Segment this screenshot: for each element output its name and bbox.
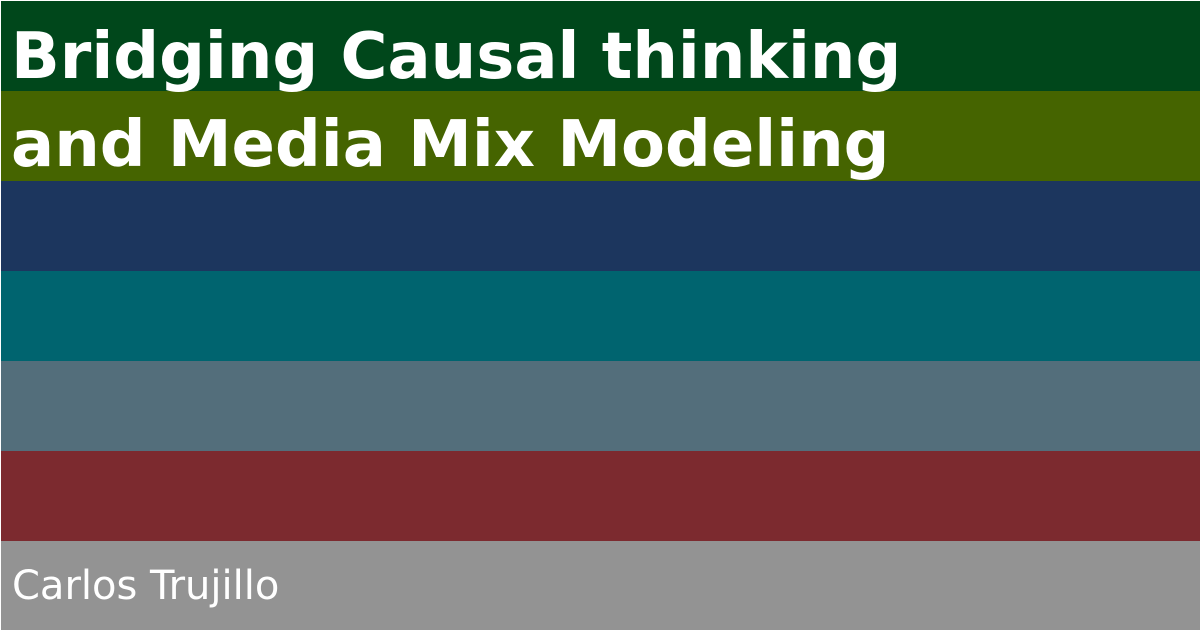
author-name: Carlos Trujillo bbox=[12, 563, 280, 609]
color-band-3 bbox=[1, 181, 1200, 271]
color-band-1 bbox=[1, 1, 1200, 91]
color-band-4 bbox=[1, 271, 1200, 361]
title-line-1: Bridging Causal thinking bbox=[11, 20, 902, 94]
color-band-6 bbox=[1, 451, 1200, 541]
page-title: Bridging Causal thinking and Media Mix M… bbox=[11, 13, 901, 189]
color-band-2 bbox=[1, 91, 1200, 181]
color-band-5 bbox=[1, 361, 1200, 451]
title-line-2: and Media Mix Modeling bbox=[11, 108, 890, 182]
color-band-7 bbox=[1, 541, 1200, 630]
